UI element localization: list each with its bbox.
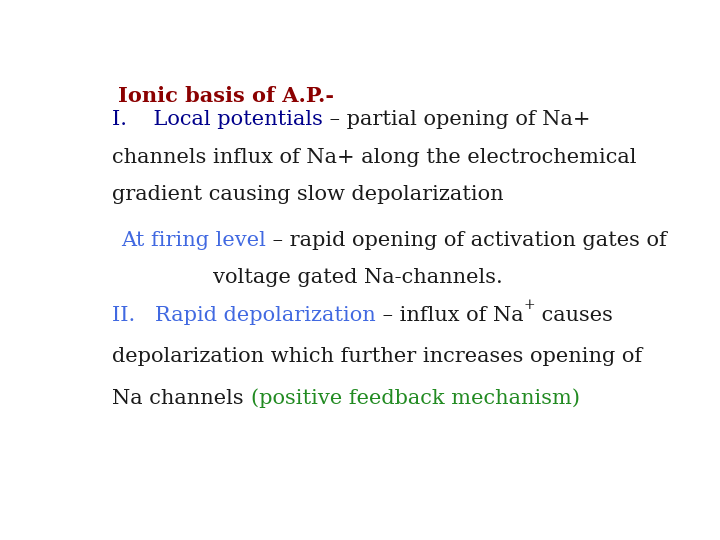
Text: Rapid depolarization: Rapid depolarization: [156, 306, 376, 325]
Text: +: +: [524, 298, 536, 312]
Text: gradient causing slow depolarization: gradient causing slow depolarization: [112, 185, 504, 204]
Text: II.: II.: [112, 306, 156, 325]
Text: I.    Local potentials: I. Local potentials: [112, 110, 323, 129]
Text: Ionic basis of A.P.-: Ionic basis of A.P.-: [118, 85, 334, 106]
Text: depolarization which further increases opening of: depolarization which further increases o…: [112, 347, 642, 366]
Text: causes: causes: [536, 306, 613, 325]
Text: – influx of Na: – influx of Na: [376, 306, 524, 325]
Text: channels influx of Na+ along the electrochemical: channels influx of Na+ along the electro…: [112, 147, 636, 166]
Text: – partial opening of Na+: – partial opening of Na+: [323, 110, 590, 129]
Text: (positive feedback mechanism): (positive feedback mechanism): [251, 388, 580, 408]
Text: – rapid opening of activation gates of: – rapid opening of activation gates of: [266, 231, 666, 249]
Text: At firing level: At firing level: [121, 231, 266, 249]
Text: Na channels: Na channels: [112, 389, 251, 408]
Text: voltage gated Na-channels.: voltage gated Na-channels.: [213, 268, 503, 287]
